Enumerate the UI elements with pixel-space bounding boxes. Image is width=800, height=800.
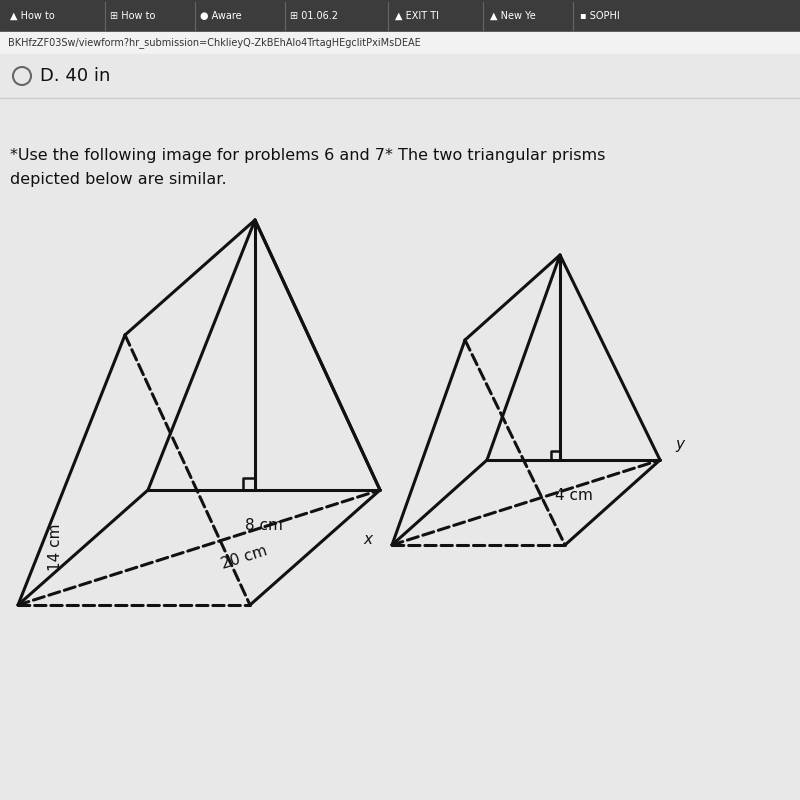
- Text: ▲ EXIT TI: ▲ EXIT TI: [395, 11, 439, 21]
- Bar: [0, 32, 800, 54]
- Text: 8 cm: 8 cm: [245, 518, 283, 533]
- Text: 14 cm: 14 cm: [47, 524, 62, 571]
- Text: ▲ How to: ▲ How to: [10, 11, 54, 21]
- Text: D. 40 in: D. 40 in: [40, 67, 110, 85]
- Text: ⊞ How to: ⊞ How to: [110, 11, 155, 21]
- Text: ● Aware: ● Aware: [200, 11, 242, 21]
- Text: ▪ SOPHI: ▪ SOPHI: [580, 11, 620, 21]
- Text: BKHfzZF03Sw/viewform?hr_submission=ChklieyQ-ZkBEhAlo4TrtagHEgclitPxiMsDEAE: BKHfzZF03Sw/viewform?hr_submission=Chkli…: [8, 38, 421, 49]
- Text: ⊞ 01.06.2: ⊞ 01.06.2: [290, 11, 338, 21]
- Text: x: x: [363, 533, 372, 547]
- Text: 4 cm: 4 cm: [554, 488, 593, 503]
- Text: y: y: [675, 438, 684, 453]
- Text: depicted below are similar.: depicted below are similar.: [10, 172, 226, 187]
- Text: *Use the following image for problems 6 and 7* The two triangular prisms: *Use the following image for problems 6 …: [10, 148, 606, 163]
- Bar: [0, 0, 800, 32]
- Text: ▲ New Ye: ▲ New Ye: [490, 11, 536, 21]
- Text: 20 cm: 20 cm: [219, 543, 269, 572]
